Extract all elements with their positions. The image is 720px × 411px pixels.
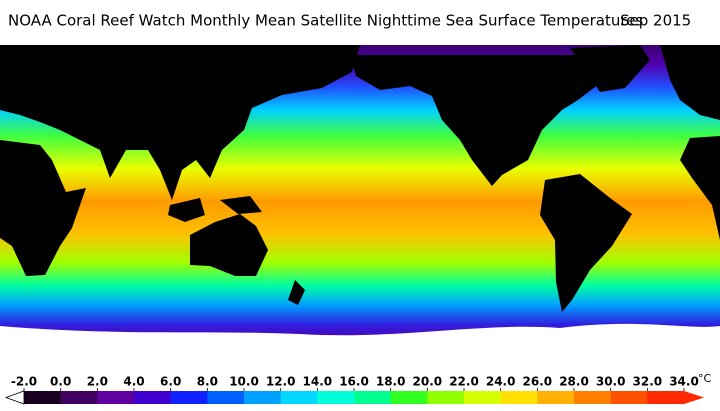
colorbar-segment	[500, 391, 538, 404]
colorbar-tick-label: 34.0	[669, 375, 699, 389]
colorbar-tick-label: 22.0	[449, 375, 479, 389]
colorbar: -2.0 0.0 2.0 4.0 6.0 8.0 10.0 12.0 14.0 16.0 18.0 2…	[4, 372, 712, 405]
north-america	[350, 55, 612, 186]
colorbar-segment	[427, 391, 465, 404]
greenland	[570, 45, 650, 92]
colorbar-segment	[244, 391, 282, 404]
colorbar-unit: °C	[698, 372, 712, 385]
colorbar-segment	[574, 391, 612, 404]
colorbar-segment	[24, 391, 62, 404]
colorbar-segment	[610, 391, 648, 404]
antarctica	[0, 323, 720, 370]
colorbar-segment	[464, 391, 502, 404]
colorbar-over-arrow	[684, 391, 704, 404]
australia	[190, 214, 268, 276]
europe	[660, 45, 720, 120]
continents	[0, 45, 720, 312]
colorbar-segment	[170, 391, 208, 404]
colorbar-tick-label: 26.0	[523, 375, 553, 389]
colorbar-tick-label: 18.0	[376, 375, 406, 389]
colorbar-segment	[60, 391, 98, 404]
colorbar-tick-label: 20.0	[413, 375, 443, 389]
colorbar-segment	[134, 391, 172, 404]
map-title: NOAA Coral Reef Watch Monthly Mean Satel…	[8, 12, 643, 30]
colorbar-segment	[207, 391, 245, 404]
colorbar-segment	[317, 391, 355, 404]
west-africa	[680, 136, 720, 240]
colorbar-tick-label: 2.0	[87, 375, 108, 389]
colorbar-tick-label: 24.0	[486, 375, 516, 389]
colorbar-tick-label: 8.0	[197, 375, 218, 389]
colorbar-tick-label: 0.0	[50, 375, 71, 389]
colorbar-tick-label: 12.0	[266, 375, 296, 389]
colorbar-segment	[97, 391, 135, 404]
colorbar-segment	[280, 391, 318, 404]
eurasia	[0, 45, 360, 200]
south-america	[540, 174, 632, 312]
africa	[0, 140, 86, 276]
colorbar-tick-label: -2.0	[11, 375, 37, 389]
colorbar-tick-label: 6.0	[160, 375, 181, 389]
colorbar-tick-label: 14.0	[303, 375, 333, 389]
colorbar-tick-label: 28.0	[559, 375, 589, 389]
colorbar-tick-label: 30.0	[596, 375, 626, 389]
colorbar-segment	[390, 391, 428, 404]
map-date: Sep 2015	[620, 12, 691, 30]
colorbar-tick-label: 16.0	[339, 375, 369, 389]
colorbar-tick-label: 32.0	[633, 375, 663, 389]
colorbar-segment	[647, 391, 685, 404]
new-zealand	[288, 280, 305, 305]
colorbar-tick-label: 4.0	[123, 375, 144, 389]
colorbar-tick-label: 10.0	[229, 375, 259, 389]
colorbar-under-arrow	[4, 390, 25, 405]
indonesia	[168, 198, 205, 222]
colorbar-segment	[354, 391, 392, 404]
colorbar-segment	[537, 391, 575, 404]
sst-map	[0, 45, 720, 370]
new-guinea	[220, 196, 262, 214]
